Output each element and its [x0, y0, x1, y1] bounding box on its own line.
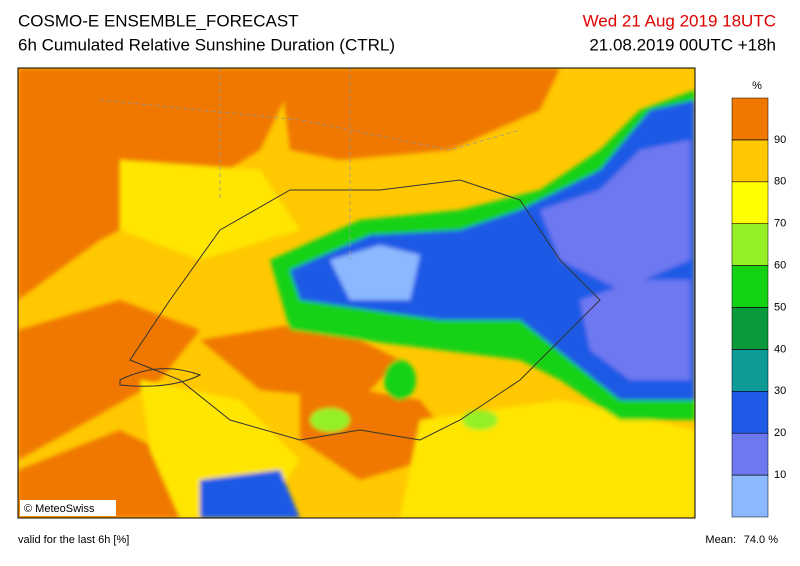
- subtitle: 6h Cumulated Relative Sunshine Duration …: [18, 35, 395, 54]
- colorbar-box: [731, 139, 769, 183]
- map-frame: [17, 67, 696, 519]
- colorbar-box: [731, 391, 769, 434]
- colorbar-box: [731, 432, 769, 476]
- footer-note: valid for the last 6h [%]: [18, 534, 129, 546]
- colorbar: 10 20 30 40 50 60 70 80 90: [731, 97, 786, 518]
- colorbar-label: 90: [774, 134, 786, 146]
- run-time: 21.08.2019 00UTC +18h: [589, 35, 776, 54]
- map: [18, 68, 695, 518]
- colorbar-unit: %: [752, 80, 762, 92]
- colorbar-label: 70: [774, 218, 786, 230]
- credit-box: [20, 500, 116, 516]
- colorbar-box: [731, 265, 769, 308]
- colorbar-box: [731, 97, 769, 141]
- colorbar-label: 30: [774, 385, 786, 397]
- colorbar-box: [731, 307, 769, 350]
- colorbar-box: [731, 349, 769, 392]
- title: COSMO-E ENSEMBLE_FORECAST: [18, 11, 299, 30]
- colorbar-label: 50: [774, 301, 786, 313]
- colorbar-label: 40: [774, 343, 786, 355]
- colorbar-label: 10: [774, 469, 786, 481]
- mean-label: Mean:: [705, 534, 736, 546]
- colorbar-label: 80: [774, 176, 786, 188]
- valid-time: Wed 21 Aug 2019 18UTC: [583, 11, 776, 30]
- colorbar-label: 60: [774, 260, 786, 272]
- colorbar-box: [731, 223, 769, 266]
- credit: © MeteoSwiss: [24, 503, 95, 515]
- mean-value: 74.0 %: [744, 534, 778, 546]
- colorbar-box: [731, 181, 769, 224]
- colorbar-label: 20: [774, 427, 786, 439]
- colorbar-box: [731, 474, 769, 518]
